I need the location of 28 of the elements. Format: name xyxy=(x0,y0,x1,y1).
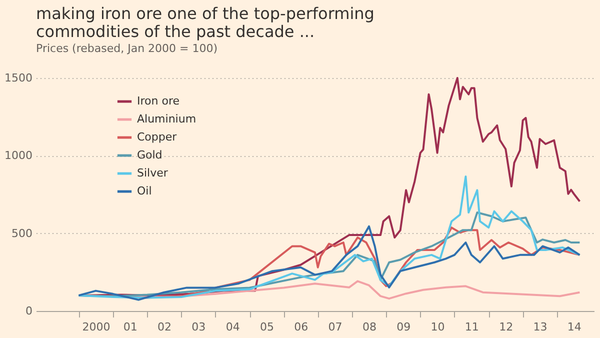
x-tick-label: 2000 xyxy=(82,320,110,334)
x-tick-label: 06 xyxy=(294,320,308,334)
x-tick-label: 14 xyxy=(567,320,582,334)
legend-label: Oil xyxy=(137,184,152,198)
y-tick-label: 1500 xyxy=(4,72,32,84)
y-tick-label: 0 xyxy=(26,304,32,318)
legend-label: Copper xyxy=(137,130,178,144)
legend-label: Iron ore xyxy=(137,94,180,108)
x-tick-label: 10 xyxy=(430,320,445,334)
x-tick-label: 13 xyxy=(533,320,548,334)
legend-label: Silver xyxy=(137,166,168,180)
x-tick-label: 03 xyxy=(192,320,206,334)
legend-label: Aluminium xyxy=(137,112,196,126)
x-tick-label: 11 xyxy=(464,320,479,334)
legend-label: Gold xyxy=(137,148,162,162)
y-tick-label: 500 xyxy=(12,226,32,240)
x-tick-label: 04 xyxy=(226,320,240,334)
x-tick-label: 02 xyxy=(158,320,172,334)
x-tick-label: 07 xyxy=(328,320,342,334)
chart-title: making iron ore one of the top-performing commodities of the past decade ... xyxy=(36,4,374,41)
y-tick-label: 1000 xyxy=(4,149,32,162)
x-tick-label: 12 xyxy=(499,320,514,334)
x-tick-label: 01 xyxy=(123,320,138,334)
chart-subtitle: Prices (rebased, Jan 2000 = 100) xyxy=(36,42,218,55)
x-tick-label: 05 xyxy=(260,320,274,334)
x-tick-label: 09 xyxy=(396,320,411,334)
line-series xyxy=(78,175,581,299)
x-tick-label: 08 xyxy=(362,320,377,334)
